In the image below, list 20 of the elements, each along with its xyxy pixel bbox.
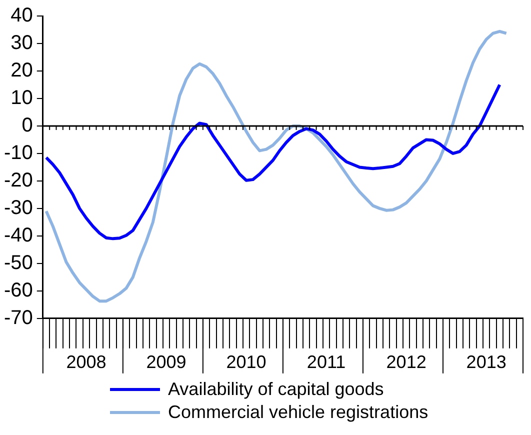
y-tick-label: -50 xyxy=(4,252,33,274)
y-tick-label: -30 xyxy=(4,196,33,219)
legend-label: Commercial vehicle registrations xyxy=(168,401,428,424)
y-tick-label: 30 xyxy=(10,32,33,54)
x-tick-label: 2008 xyxy=(66,352,106,372)
y-tick-label: 20 xyxy=(10,59,33,82)
x-tick-label: 2009 xyxy=(146,352,186,372)
y-tick-label: -10 xyxy=(4,142,33,164)
x-tick-label: 2011 xyxy=(306,352,346,372)
y-tick-label: -60 xyxy=(4,279,33,302)
y-tick-label: -20 xyxy=(4,169,33,192)
x-tick-label: 2010 xyxy=(226,352,266,372)
y-tick-label: -70 xyxy=(4,306,33,329)
legend-label: Availability of capital goods xyxy=(168,378,384,401)
x-tick-label: 2013 xyxy=(466,352,506,372)
y-tick-label: 40 xyxy=(10,4,33,27)
x-tick-label: 2012 xyxy=(386,352,426,372)
y-tick-label: 10 xyxy=(10,86,33,109)
y-tick-label: 0 xyxy=(22,114,33,136)
y-tick-label: -40 xyxy=(4,224,33,246)
